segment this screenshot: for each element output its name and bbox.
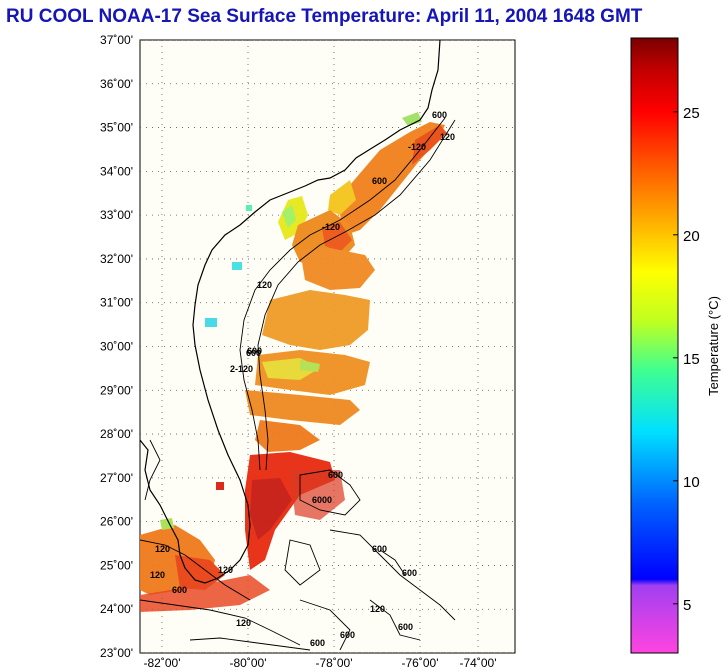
sst-patch-offshore-32	[300, 248, 375, 290]
contour-label: 120	[155, 544, 170, 554]
colorbar-label: Temperature (°C)	[706, 296, 721, 396]
sst-patch-cyan-3	[246, 205, 252, 211]
contour-label: 120	[440, 132, 455, 142]
contour-label: 600	[246, 348, 261, 358]
contour-label: 2-120	[230, 364, 253, 374]
contour-label: 6000	[312, 495, 332, 505]
sst-patch-red-small	[216, 482, 224, 490]
contour-label: 600	[340, 630, 355, 640]
lat-label: 28˚00'	[100, 427, 133, 441]
contour-gulf-600	[140, 599, 301, 646]
sst-patch-gulf-red	[175, 555, 225, 590]
lat-label: 25˚00'	[100, 558, 133, 572]
contour-label: 120	[370, 604, 385, 614]
lat-label: 36˚00'	[100, 77, 133, 91]
coastline-layer	[140, 40, 456, 651]
contour-label: -120	[322, 222, 340, 232]
lat-label: 24˚00'	[100, 602, 133, 616]
colorbar-tick-label: 25	[683, 105, 700, 122]
contour-label: 600	[398, 622, 413, 632]
sst-patch-offshore-31	[262, 290, 370, 350]
sst-patch-fl-east	[255, 420, 320, 452]
lon-label: -80˚00'	[230, 656, 267, 670]
colorbar-tick-label: 15	[683, 351, 700, 368]
lat-label: 37˚00'	[100, 33, 133, 47]
contour-label: 600	[402, 568, 417, 578]
contour-label: 120	[236, 618, 251, 628]
contour-120-us	[239, 117, 446, 471]
sst-patch-bahamas-red	[290, 470, 345, 520]
sst-patch-cyan-2	[205, 318, 217, 327]
sst-patch-outer-banks-green	[402, 112, 422, 126]
lon-label: -74˚00'	[460, 656, 497, 670]
latitude-axis: 37˚00' 36˚00' 35˚00' 34˚00' 33˚00' 32˚00' 31˚0…	[100, 33, 133, 660]
lat-label: 32˚00'	[100, 252, 133, 266]
contour-label: 600	[247, 346, 262, 356]
sst-patch-nc-warm	[412, 125, 447, 165]
map-title: RU COOL NOAA-17 Sea Surface Temperature:…	[6, 6, 643, 27]
sst-patch-keys-red	[140, 575, 270, 612]
colorbar-ticks: 25 20 15 10 5	[673, 105, 700, 614]
lat-label: 35˚00'	[100, 121, 133, 135]
longitude-axis: -82˚00' -80˚00' -78˚00' -76˚00' -74˚00'	[144, 656, 497, 670]
colorbar-tick-label: 10	[683, 474, 700, 491]
contour-label: 600	[172, 585, 187, 595]
cuba-outline	[189, 637, 311, 651]
lat-label: 27˚00'	[100, 471, 133, 485]
contour-600-us	[257, 119, 456, 471]
sst-data-layer	[140, 112, 447, 612]
lat-label: 34˚00'	[100, 164, 133, 178]
contour-label: 120	[150, 570, 165, 580]
us-east-coastline	[140, 40, 441, 584]
colorbar	[630, 37, 679, 654]
contour-label: 600	[372, 544, 387, 554]
sst-patch-offshore-29	[245, 390, 360, 425]
sst-patch-gulfstream-dark	[250, 478, 292, 540]
sst-patch-cyan-1	[232, 262, 242, 270]
colorbar-tick-label: 5	[683, 597, 691, 614]
lat-label: 26˚00'	[100, 515, 133, 529]
lat-label: 33˚00'	[100, 208, 133, 222]
contour-label: 600	[328, 470, 343, 480]
lat-label: 23˚00'	[100, 646, 133, 660]
lon-label: -76˚00'	[402, 656, 439, 670]
contour-label: 600	[432, 110, 447, 120]
lat-label: 30˚00'	[100, 340, 133, 354]
lon-label: -78˚00'	[316, 656, 353, 670]
sst-patch-sc-red	[322, 222, 352, 252]
sst-patch-nc-yellow	[328, 180, 356, 215]
contour-label: -120	[408, 142, 426, 152]
sst-patch-green-29	[300, 360, 320, 372]
colorbar-tick-label: 20	[683, 228, 700, 245]
contour-gulf-120	[140, 539, 251, 601]
bahamas-outline	[144, 439, 456, 651]
lat-label: 29˚00'	[100, 383, 133, 397]
contour-label: 600	[372, 176, 387, 186]
lat-label: 31˚00'	[100, 296, 133, 310]
sst-patch-sc-green	[282, 205, 296, 228]
contour-label: 120	[218, 565, 233, 575]
lon-label: -82˚00'	[144, 656, 181, 670]
contour-label: 600	[310, 638, 325, 648]
contour-labels: -120 600 120 600 -120 120 600 2-120 600 600 6000 60…	[150, 110, 455, 648]
contour-label: 120	[257, 280, 272, 290]
